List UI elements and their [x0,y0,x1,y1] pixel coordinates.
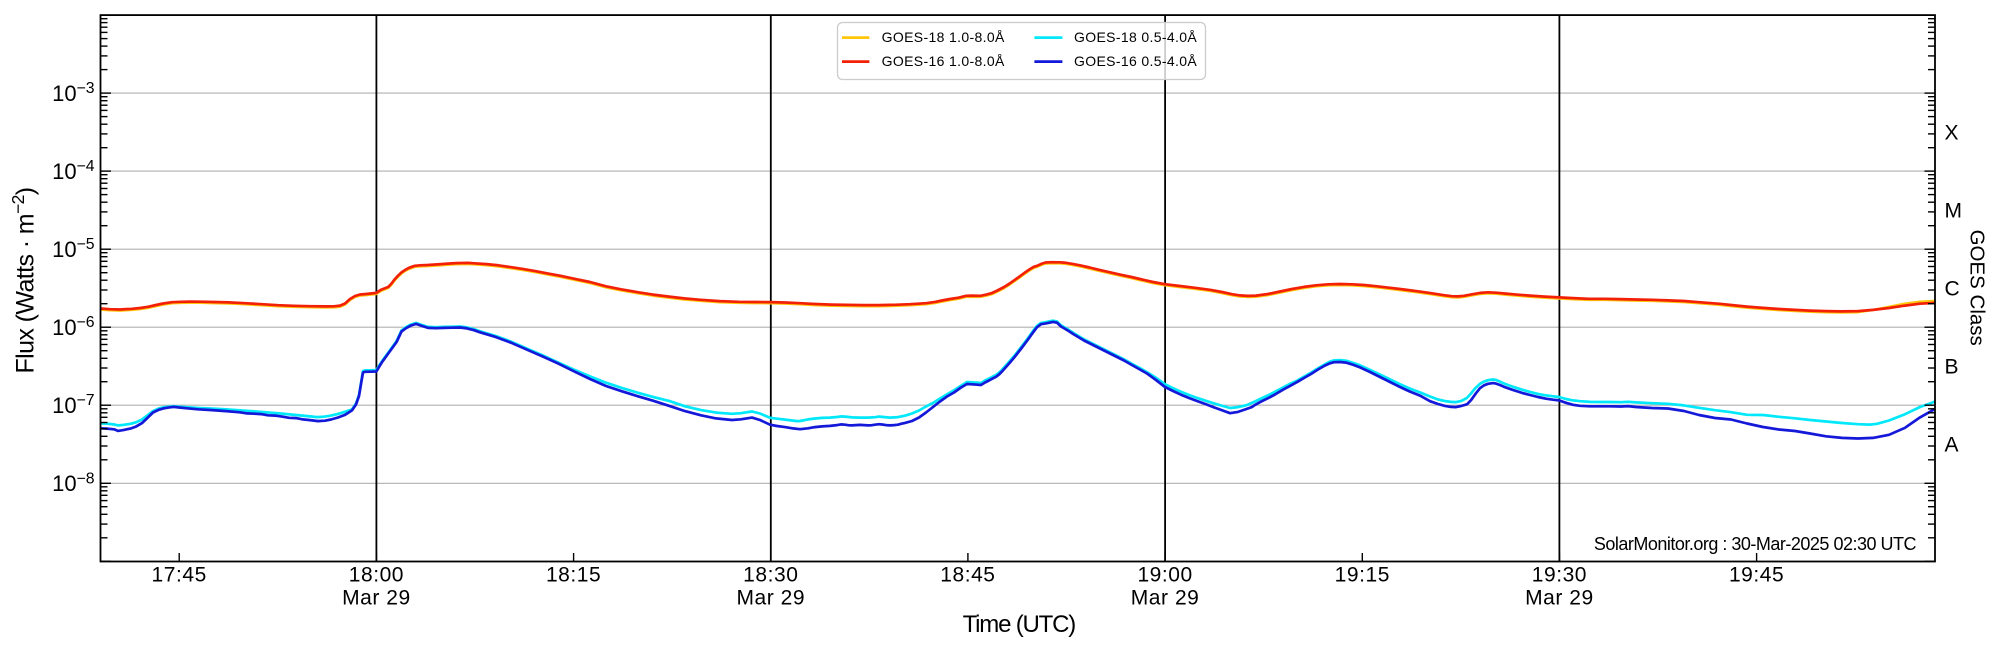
svg-text:18:45: 18:45 [940,564,995,587]
svg-text:SolarMonitor.org : 30-Mar-2025: SolarMonitor.org : 30-Mar-2025 02:30 UTC [1594,534,1917,554]
svg-text:18:15: 18:15 [546,564,601,587]
svg-text:Mar 29: Mar 29 [736,586,805,609]
svg-text:17:45: 17:45 [152,564,207,587]
svg-text:GOES-18 0.5-4.0Å: GOES-18 0.5-4.0Å [1074,29,1197,45]
svg-text:Mar 29: Mar 29 [1525,586,1594,609]
svg-text:18:30: 18:30 [743,564,798,587]
svg-text:18:00: 18:00 [349,564,404,587]
svg-text:19:45: 19:45 [1729,564,1784,587]
svg-text:19:30: 19:30 [1532,564,1587,587]
svg-text:Time (UTC): Time (UTC) [963,611,1076,638]
svg-text:M: M [1945,200,1963,223]
svg-text:X: X [1945,122,1959,145]
svg-text:GOES-16 0.5-4.0Å: GOES-16 0.5-4.0Å [1074,53,1197,69]
svg-text:A: A [1945,434,1959,457]
svg-text:10−3: 10−3 [52,80,95,106]
svg-text:Mar 29: Mar 29 [1131,586,1200,609]
svg-text:GOES-18 1.0-8.0Å: GOES-18 1.0-8.0Å [882,29,1005,45]
svg-text:GOES Class: GOES Class [1966,230,1989,346]
svg-text:Flux (Watts · m−2): Flux (Watts · m−2) [8,187,40,373]
svg-text:GOES-16 1.0-8.0Å: GOES-16 1.0-8.0Å [882,53,1005,69]
svg-text:B: B [1945,356,1959,379]
svg-text:C: C [1945,278,1960,301]
svg-text:19:00: 19:00 [1137,564,1192,587]
svg-text:19:15: 19:15 [1335,564,1390,587]
svg-text:Mar 29: Mar 29 [342,586,411,609]
